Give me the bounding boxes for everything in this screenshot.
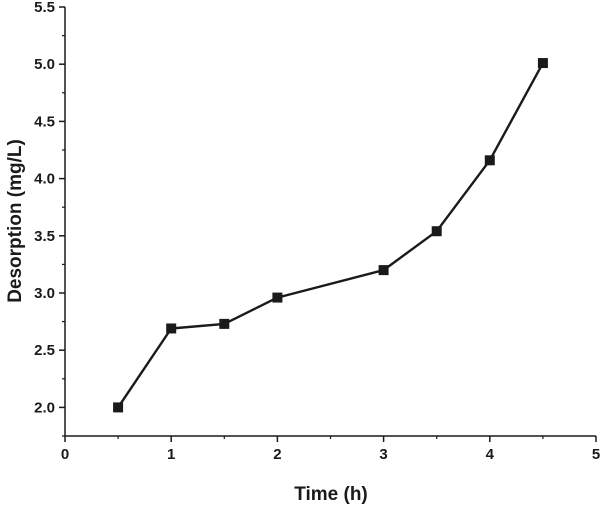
y-tick-label: 2.0 <box>34 399 55 416</box>
y-tick-label: 3.0 <box>34 285 55 302</box>
y-tick-label: 5.0 <box>34 56 55 73</box>
x-tick-label: 3 <box>379 446 387 463</box>
data-point <box>537 58 548 69</box>
y-tick-label: 5.5 <box>34 0 55 16</box>
data-point <box>431 226 442 237</box>
x-tick-label: 5 <box>592 446 600 463</box>
data-point <box>219 318 230 329</box>
x-tick-label: 0 <box>61 446 69 463</box>
y-axis-title: Desorption (mg/L) <box>5 139 26 303</box>
data-point <box>113 402 124 413</box>
y-axis-ticks: 2.0 2.5 3.0 3.5 4.0 4.5 5.0 5.5 <box>34 0 65 437</box>
y-tick-label: 2.5 <box>34 342 55 359</box>
data-point <box>166 323 177 334</box>
x-tick-label: 4 <box>486 446 495 463</box>
y-tick-label: 3.5 <box>34 228 55 245</box>
data-point <box>484 155 495 166</box>
plot-axes <box>64 7 596 437</box>
x-axis-ticks: 0 1 2 3 4 5 <box>61 436 600 463</box>
data-point <box>378 265 389 276</box>
data-point <box>272 292 283 303</box>
x-tick-label: 2 <box>273 446 281 463</box>
series-line <box>117 62 544 409</box>
series-group <box>113 58 548 413</box>
y-tick-label: 4.0 <box>34 171 55 188</box>
x-axis-title: Time (h) <box>294 484 368 505</box>
y-tick-label: 4.5 <box>34 113 55 130</box>
x-tick-label: 1 <box>167 446 175 463</box>
